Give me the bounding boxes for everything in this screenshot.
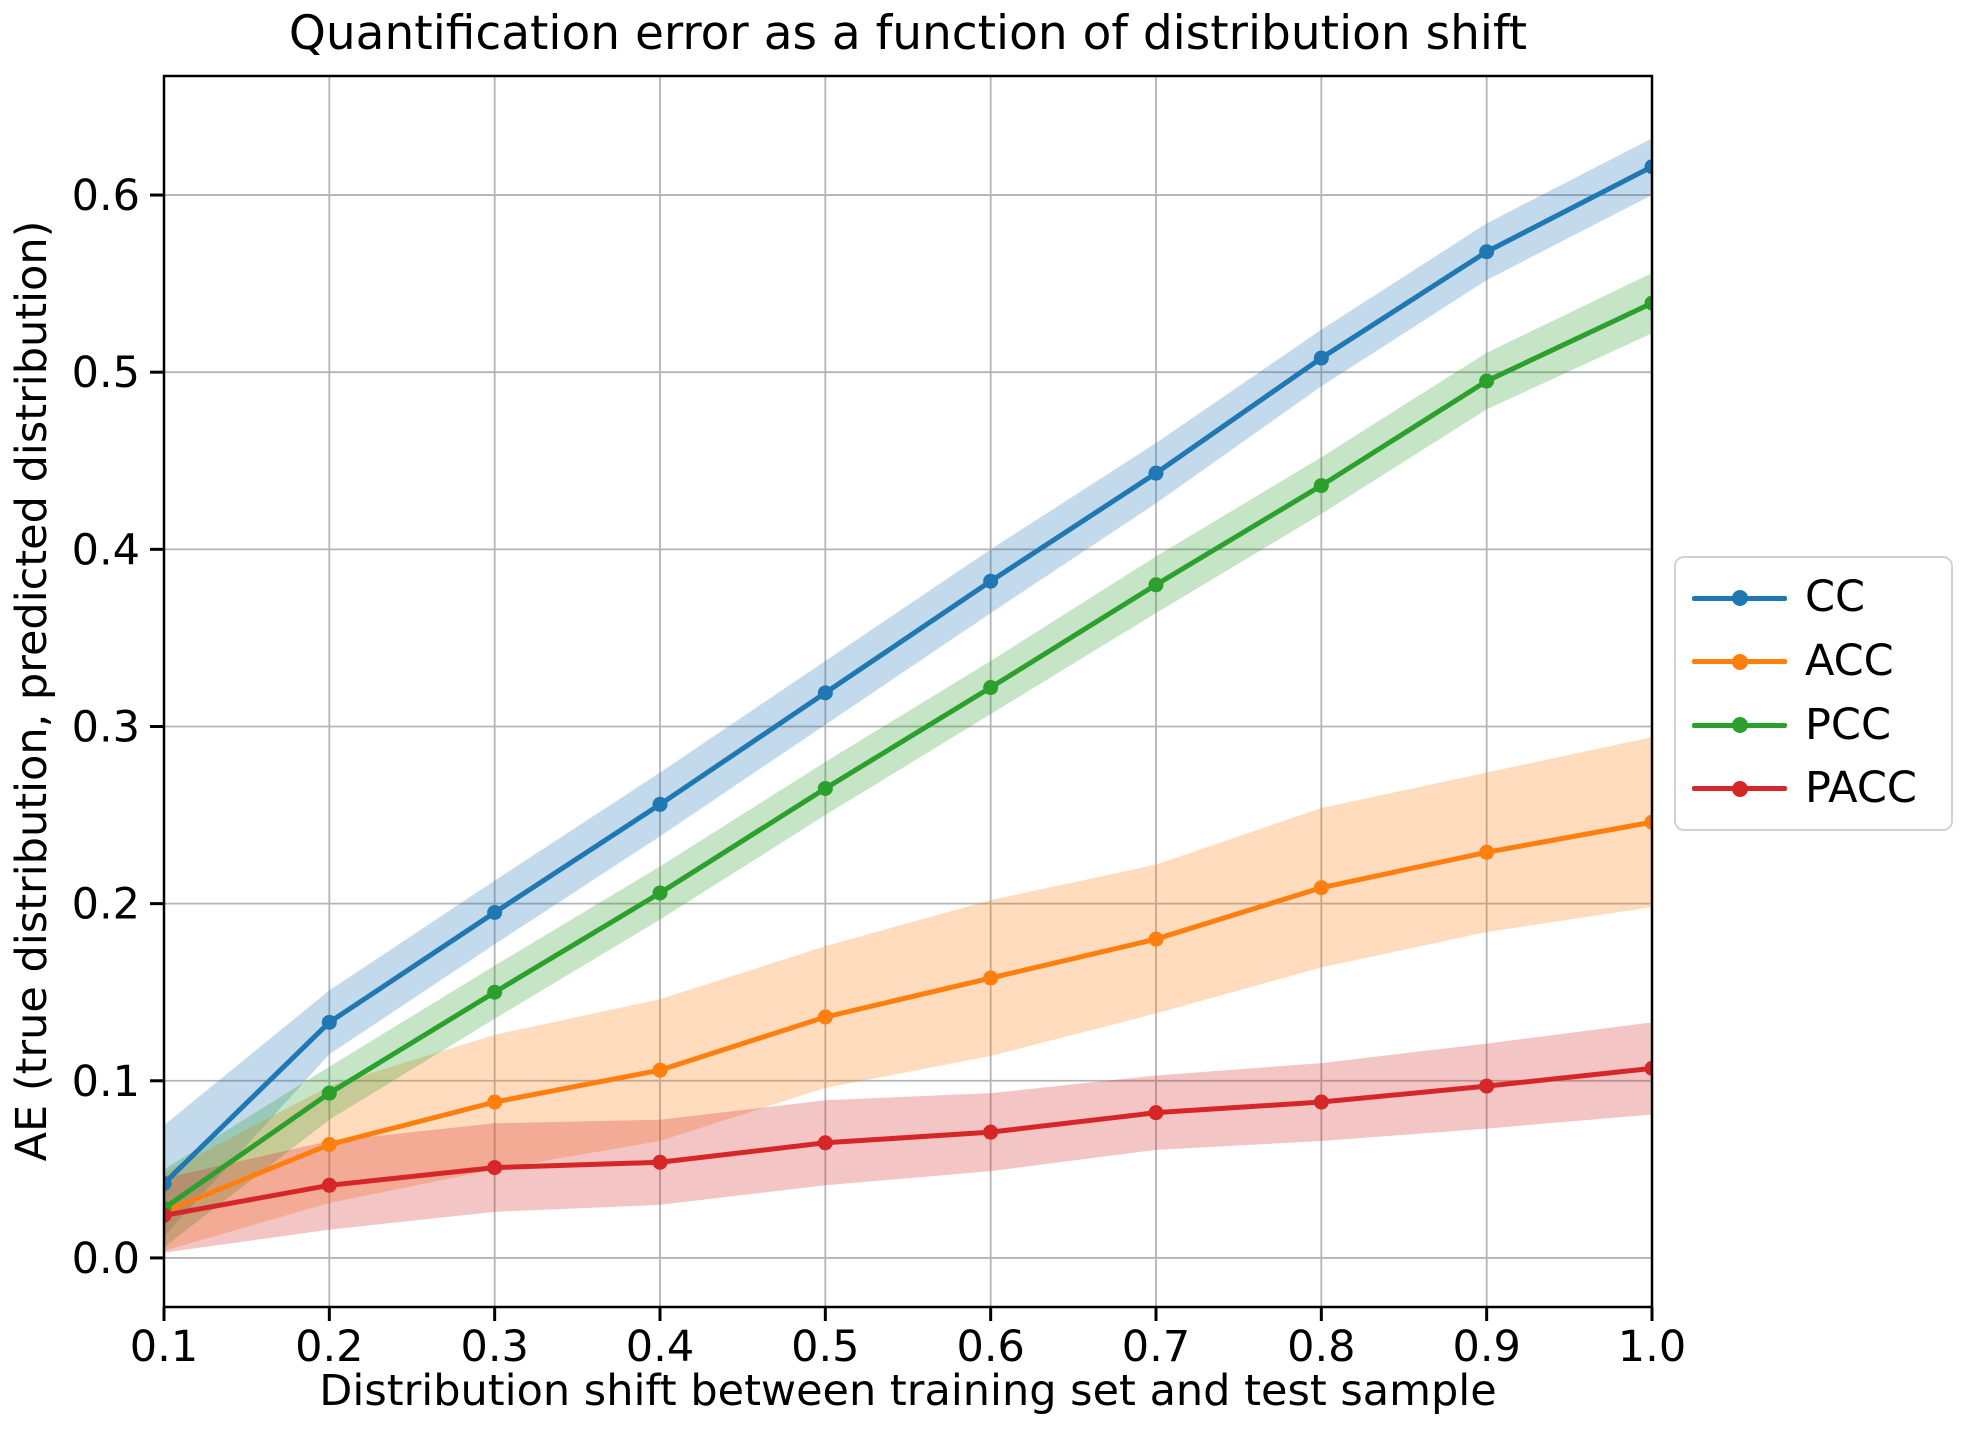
line-CC [164,164,1652,1186]
x-tick-labels: 0.1 0.2 0.3 0.4 0.5 0.6 0.7 0.8 0.9 1.0 [130,1322,1686,1372]
y-tick-label: 0.6 [72,171,140,221]
band-CC [164,138,1652,1237]
x-tick-label: 0.5 [791,1322,859,1372]
legend-label: CC [1805,572,1866,623]
legend-label: PCC [1805,699,1891,750]
legend-line-sample [1692,653,1787,670]
legend-marker-dot [1731,717,1748,734]
band-PCC [164,272,1652,1248]
y-tick-label: 0.5 [72,348,140,398]
x-tick-label: 0.3 [460,1322,528,1372]
legend-marker-dot [1731,590,1748,606]
markers-PACC [164,1060,1652,1223]
axes-spines [162,74,1654,1309]
legend-item-CC: CC [1692,574,1951,621]
x-tick-label: 0.9 [1452,1322,1520,1372]
line-PACC [164,1065,1652,1218]
x-tick-label: 0.6 [956,1322,1024,1372]
tick-marks [150,193,1654,1321]
x-tick-label: 0.4 [626,1322,694,1372]
x-tick-label: 0.1 [130,1322,198,1372]
y-axis-label: AE (true distribution, predicted distrib… [7,220,57,1162]
x-tick-label: 1.0 [1618,1322,1686,1372]
legend-item-PACC: PACC [1692,765,1951,812]
y-tick-label: 0.2 [72,880,140,930]
x-tick-label: 0.8 [1287,1322,1355,1372]
markers-ACC [164,814,1652,1220]
y-tick-label: 0.4 [72,525,140,575]
legend-marker-dot [1731,780,1748,797]
y-tick-label: 0.3 [72,702,140,752]
band-ACC [164,737,1652,1251]
markers-PCC [164,295,1652,1216]
legend: CC ACC PCC PACC [1674,556,1953,831]
legend-marker-dot [1731,653,1748,670]
y-tick-labels: 0.0 0.1 0.2 0.3 0.4 0.5 0.6 [72,171,140,1284]
legend-line-sample [1692,590,1787,606]
legend-line-sample [1692,780,1787,797]
legend-line-sample [1692,717,1787,734]
chart-title: Quantification error as a function of di… [288,6,1528,61]
legend-label: ACC [1805,636,1894,687]
line-PCC [164,300,1652,1211]
y-tick-label: 0.0 [72,1234,140,1284]
x-tick-label: 0.7 [1122,1322,1190,1372]
legend-item-PCC: PCC [1692,699,1951,750]
x-axis-label: Distribution shift between training set … [319,1366,1497,1416]
markers-CC [164,159,1652,1192]
legend-label: PACC [1805,763,1917,814]
x-tick-label: 0.2 [295,1322,363,1372]
line-ACC [164,819,1652,1215]
legend-item-ACC: ACC [1692,636,1951,687]
y-tick-label: 0.1 [72,1057,140,1107]
